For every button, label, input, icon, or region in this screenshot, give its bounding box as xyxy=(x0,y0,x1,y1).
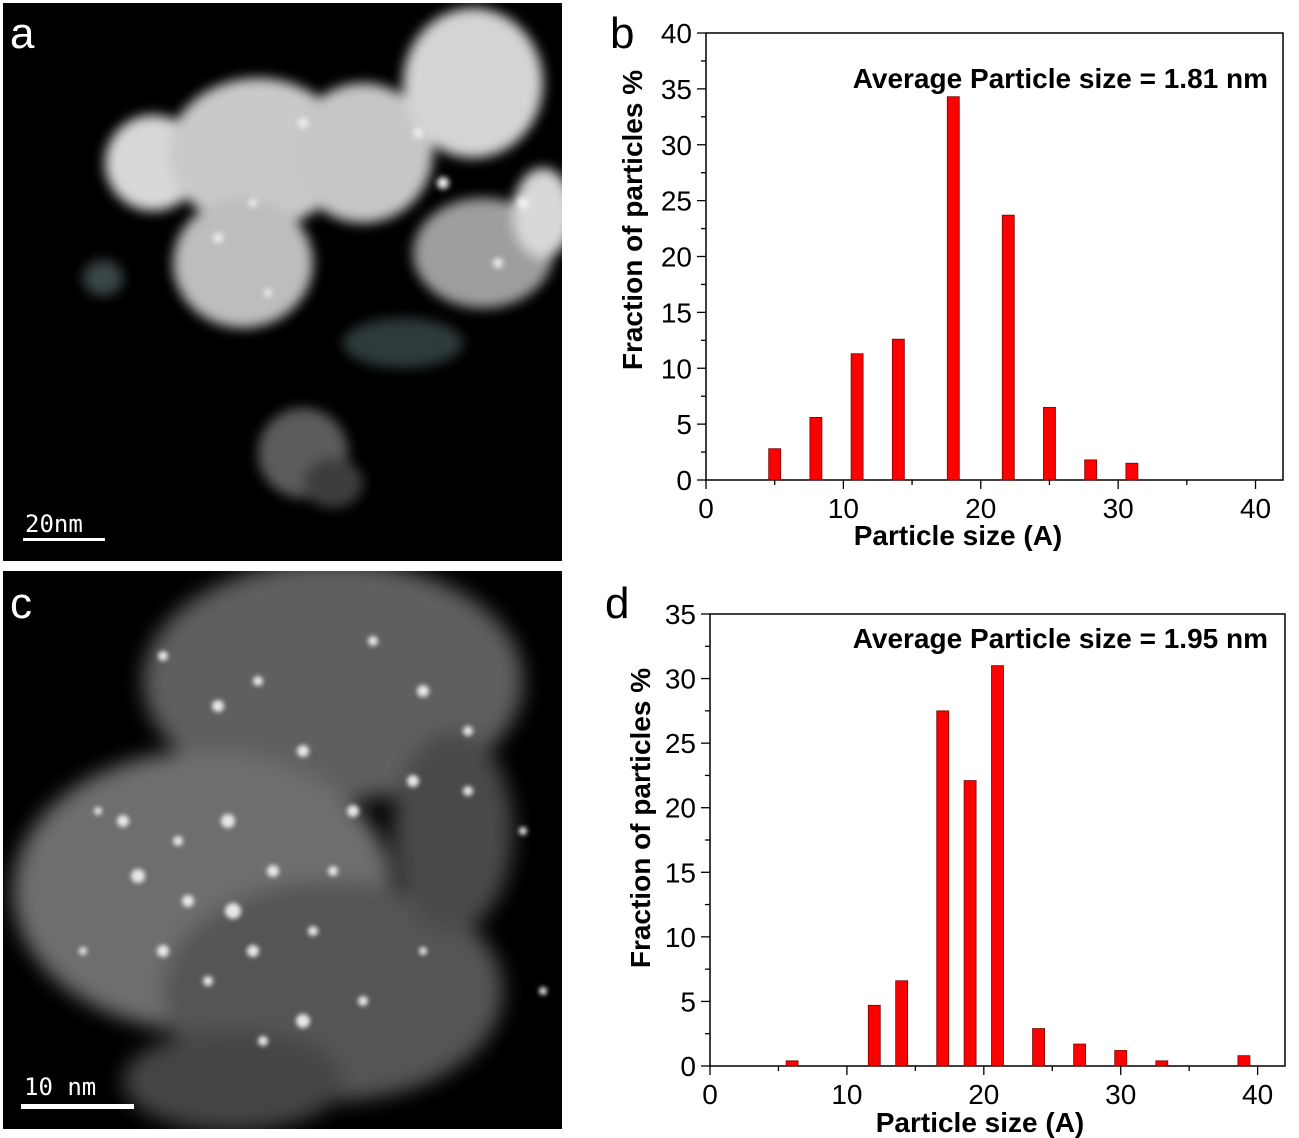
panel-label-d: d xyxy=(605,579,630,628)
x-tick-label: 10 xyxy=(831,1079,862,1110)
scale-bar-label-c: 10 nm xyxy=(24,1073,97,1101)
x-tick-label: 40 xyxy=(1240,493,1271,524)
bar xyxy=(1237,1055,1251,1067)
bar xyxy=(1155,1060,1169,1067)
x-tick-label: 20 xyxy=(965,493,996,524)
y-axis-label: Fraction of particles % xyxy=(625,668,656,968)
average-size-annotation: Average Particle size = 1.81 nm xyxy=(853,63,1268,94)
scale-bar-label-a: 20nm xyxy=(25,510,83,538)
bar xyxy=(895,980,909,1067)
bar xyxy=(936,710,950,1067)
micrograph-a xyxy=(3,3,562,561)
scale-bar-c xyxy=(21,1104,134,1109)
y-tick-label: 25 xyxy=(661,186,692,217)
y-tick-label: 0 xyxy=(680,1051,696,1082)
y-tick-label: 20 xyxy=(661,242,692,273)
x-tick-label: 30 xyxy=(1103,493,1134,524)
y-tick-label: 35 xyxy=(665,599,696,630)
x-axis-label: Particle size (A) xyxy=(876,1107,1085,1138)
bar xyxy=(1114,1050,1128,1067)
micrograph-c-particles xyxy=(13,571,547,1129)
y-tick-label: 35 xyxy=(661,74,692,105)
y-tick-label: 30 xyxy=(665,664,696,695)
y-tick-label: 20 xyxy=(665,793,696,824)
x-tick-label: 0 xyxy=(702,1079,718,1110)
panel-label-b: b xyxy=(610,9,635,58)
x-axis-label: Particle size (A) xyxy=(854,520,1063,551)
bar xyxy=(963,780,977,1067)
panel-label-c: c xyxy=(10,579,32,628)
y-tick-label: 0 xyxy=(676,465,692,496)
bar xyxy=(867,1004,881,1067)
y-tick-label: 30 xyxy=(661,130,692,161)
panel-label-a: a xyxy=(10,9,35,58)
bar xyxy=(991,665,1004,1067)
scale-bar-a xyxy=(23,538,105,541)
bar xyxy=(891,338,905,481)
y-axis-label: Fraction of particles % xyxy=(617,70,648,370)
bar xyxy=(1125,462,1139,481)
x-tick-label: 10 xyxy=(828,493,859,524)
bar xyxy=(1032,1028,1045,1067)
y-tick-label: 10 xyxy=(665,922,696,953)
bar xyxy=(785,1060,799,1067)
y-tick-label: 15 xyxy=(665,857,696,888)
x-tick-label: 40 xyxy=(1242,1079,1273,1110)
x-tick-label: 30 xyxy=(1105,1079,1136,1110)
y-tick-label: 25 xyxy=(665,728,696,759)
micrograph-a-particles xyxy=(83,8,562,508)
y-tick-label: 15 xyxy=(661,297,692,328)
bar xyxy=(1001,214,1015,481)
average-size-annotation: Average Particle size = 1.95 nm xyxy=(853,623,1268,654)
bar xyxy=(946,96,960,481)
y-tick-label: 40 xyxy=(661,18,692,49)
bar xyxy=(809,417,823,481)
bar xyxy=(1073,1043,1087,1067)
x-tick-label: 0 xyxy=(698,493,714,524)
y-tick-label: 5 xyxy=(676,409,692,440)
bar xyxy=(850,353,864,481)
x-tick-label: 20 xyxy=(968,1079,999,1110)
y-tick-label: 5 xyxy=(680,986,696,1017)
y-tick-label: 10 xyxy=(661,353,692,384)
micrograph-c xyxy=(3,571,562,1129)
bar xyxy=(1084,459,1098,481)
